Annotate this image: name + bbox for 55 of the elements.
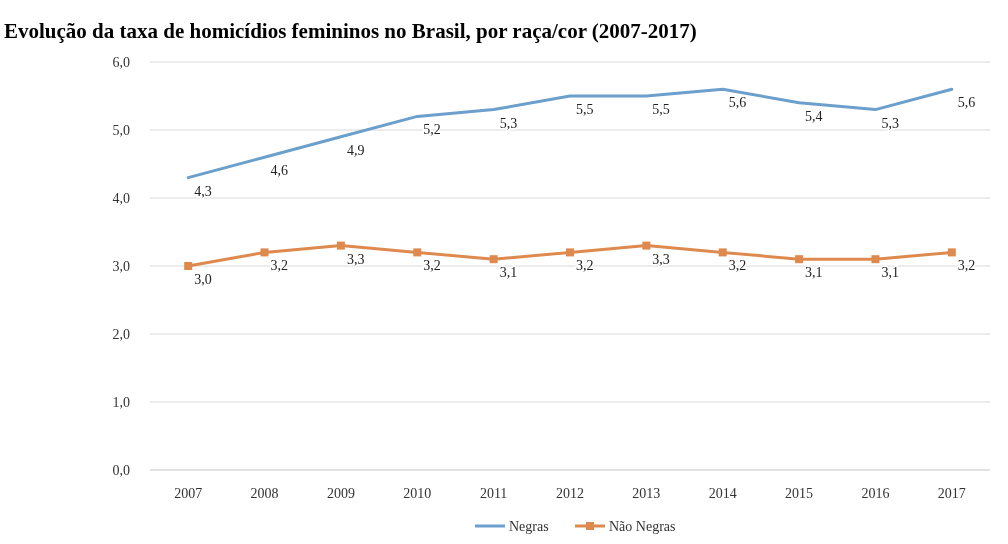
y-tick-label: 3,0: [112, 258, 130, 274]
point: [795, 255, 804, 264]
point: [413, 248, 422, 257]
data-label: 3,1: [805, 265, 823, 281]
x-tick-label: 2014: [708, 486, 737, 501]
line-series: [186, 87, 954, 180]
data-label: 5,5: [652, 102, 670, 117]
y-tick-label: 0,0: [112, 462, 130, 478]
point: [718, 248, 727, 257]
point: [642, 241, 651, 250]
data-label: 5,2: [423, 122, 441, 138]
x-tick-label: 2008: [250, 486, 279, 501]
point: [336, 241, 345, 250]
y-tick-label: 2,0: [112, 326, 130, 342]
point: [947, 248, 956, 257]
x-tick-label: 2007: [174, 486, 203, 501]
x-tick-label: 2012: [556, 486, 584, 501]
x-tick-label: 2015: [785, 486, 814, 501]
data-label: 5,6: [957, 95, 976, 111]
data-label: 3,1: [881, 265, 899, 281]
data-label: 4,3: [194, 183, 212, 199]
y-tick-label: 1,0: [112, 394, 130, 410]
data-label: 5,3: [881, 115, 899, 131]
data-label: 4,9: [346, 142, 365, 158]
data-label: 3,2: [423, 258, 441, 274]
chart-title: Evolução da taxa de homicídios femininos no Brasil, por raça/cor (2007-2017): [4, 19, 697, 43]
point: [489, 255, 498, 264]
data-label: 5,4: [805, 108, 823, 124]
x-tick-label: 2017: [937, 486, 966, 501]
data-label: 3,2: [576, 258, 594, 274]
x-tick-label: 2016: [861, 486, 890, 501]
x-tick-label: 2011: [479, 486, 508, 501]
point: [566, 248, 574, 257]
x-tick-label: 2010: [403, 486, 432, 501]
data-label: 3,3: [652, 251, 670, 267]
y-tick-label: 5,0: [112, 122, 130, 138]
data-label: 5,3: [499, 115, 518, 131]
data-label: 5,6: [728, 95, 747, 111]
y-tick-label: 6,0: [112, 54, 130, 70]
data-label: 3,3: [346, 251, 365, 267]
data-label: 3,0: [194, 272, 212, 287]
legend-label: Não Negras: [609, 519, 676, 534]
y-tick-label: 4,0: [112, 190, 130, 206]
point: [871, 255, 880, 264]
legend-label: Negras: [509, 519, 549, 534]
data-label: 3,2: [728, 258, 747, 274]
x-tick-label: 2009: [326, 486, 355, 501]
point: [260, 248, 269, 257]
point: [184, 262, 193, 270]
data-label: 5,5: [576, 102, 594, 117]
data-label: 4,6: [270, 163, 289, 179]
data-label: 3,1: [499, 265, 518, 281]
data-label: 3,2: [270, 258, 289, 274]
data-label: 3,2: [957, 258, 976, 274]
x-tick-label: 2013: [632, 486, 661, 501]
